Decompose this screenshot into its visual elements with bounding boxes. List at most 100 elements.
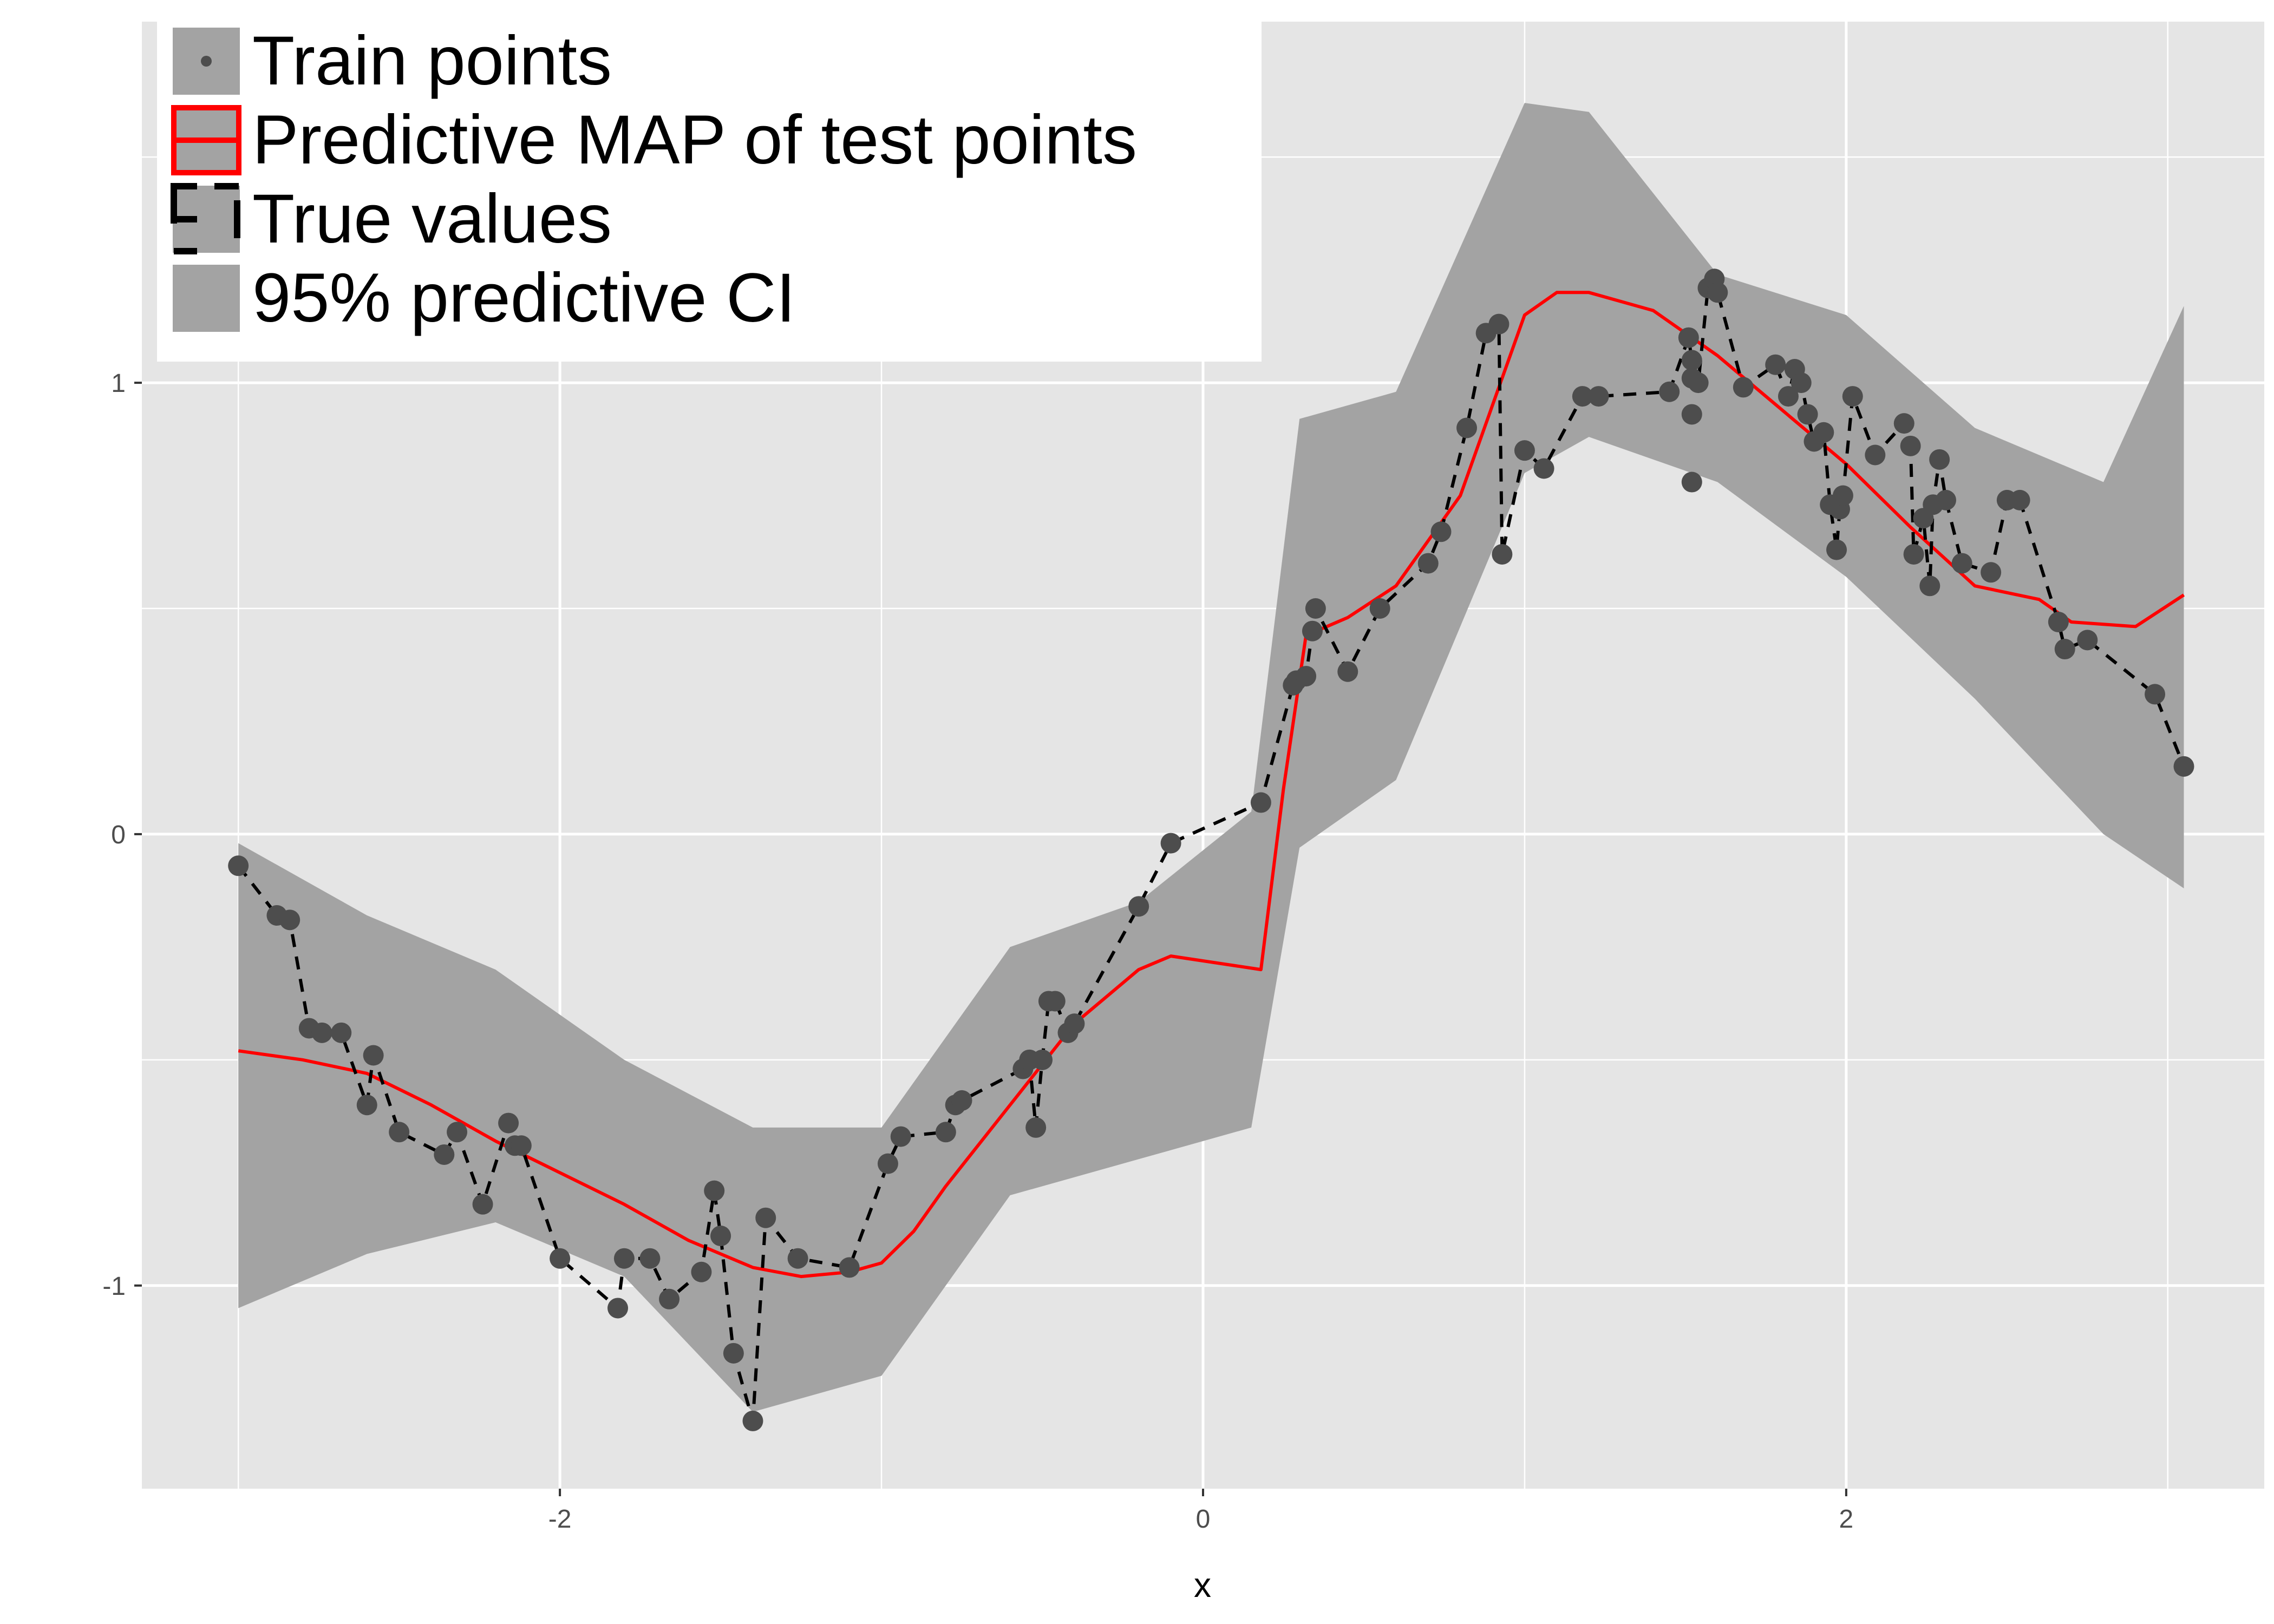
train-point [607, 1298, 629, 1319]
train-point [1765, 354, 1786, 375]
train-point [1678, 327, 1699, 348]
train-point [787, 1248, 808, 1269]
train-point [1791, 372, 1812, 394]
train-point [356, 1095, 377, 1116]
train-point [1842, 386, 1863, 407]
train-point [2054, 639, 2075, 660]
train-point [1492, 543, 1513, 565]
x-tick-label: 0 [1196, 1505, 1211, 1534]
train-point [1430, 521, 1452, 542]
point-key-icon [169, 24, 243, 98]
train-point [839, 1257, 860, 1278]
train-point [1417, 553, 1439, 574]
train-point [331, 1022, 352, 1043]
train-point [704, 1180, 725, 1201]
y-tick-label: 1 [111, 369, 126, 398]
legend-item: Train points [169, 22, 612, 100]
train-point [434, 1144, 455, 1165]
legend-label: True values [252, 180, 612, 258]
legend-label: Predictive MAP of test points [252, 101, 1137, 179]
train-point [1797, 404, 1818, 425]
train-point [1778, 386, 1799, 407]
train-point [877, 1153, 898, 1174]
y-tick-label: -1 [102, 1272, 126, 1301]
legend-label: 95% predictive CI [252, 259, 795, 337]
train-point [755, 1207, 776, 1228]
train-point [1659, 381, 1680, 402]
train-point [691, 1261, 712, 1282]
ribbon-key-icon [169, 261, 243, 335]
train-point [1296, 666, 1317, 687]
train-point [1302, 620, 1323, 641]
train-point [1681, 368, 1702, 389]
train-point [1951, 553, 1972, 574]
train-point [639, 1248, 661, 1269]
red-line-key-icon [169, 103, 243, 177]
train-point [1900, 435, 1921, 456]
train-point [1981, 562, 2002, 583]
legend-item: Predictive MAP of test points [169, 101, 1137, 179]
train-point [1707, 282, 1728, 303]
train-point [511, 1135, 532, 1156]
map-line [238, 291, 2185, 1279]
x-axis-title: x [1194, 1566, 1211, 1605]
train-point [311, 1022, 332, 1043]
train-points [228, 269, 2194, 1431]
train-point [2077, 630, 2098, 651]
ci-ribbon [238, 103, 2184, 1412]
train-point [1514, 440, 1535, 461]
train-point [1025, 1117, 1047, 1138]
train-point [1893, 413, 1914, 434]
train-point [498, 1112, 519, 1134]
train-point [1064, 1013, 1085, 1034]
train-point [935, 1122, 956, 1143]
train-point [1044, 991, 1066, 1012]
train-point [1369, 598, 1390, 619]
train-point [613, 1248, 635, 1269]
legend-item: True values [169, 180, 612, 258]
train-point [1681, 404, 1702, 425]
x-tick-label: 2 [1839, 1505, 1854, 1534]
train-point [1572, 386, 1593, 407]
train-point [710, 1226, 731, 1247]
train-point [2009, 489, 2030, 510]
axes: -2 0 2 -1 0 1 [102, 369, 1853, 1534]
train-point [1813, 422, 1834, 443]
train-point [228, 855, 249, 876]
y-tick-label: 0 [111, 821, 126, 849]
train-point [1936, 489, 1956, 510]
legend-item: 95% predictive CI [169, 259, 795, 337]
train-point [1733, 377, 1754, 398]
train-point [1865, 444, 1886, 466]
train-point [890, 1126, 911, 1147]
train-point [472, 1194, 493, 1215]
train-point [363, 1045, 384, 1066]
train-point [1533, 458, 1554, 479]
train-point [2048, 612, 2069, 633]
train-point [659, 1288, 680, 1309]
train-point [1305, 598, 1326, 619]
train-point [1250, 792, 1271, 813]
train-point [279, 909, 300, 931]
train-point [1681, 350, 1702, 371]
train-point [550, 1248, 571, 1269]
train-point [1588, 386, 1609, 407]
train-point [1929, 449, 1950, 470]
legend-background [157, 22, 1262, 362]
train-point [1128, 896, 1149, 917]
train-point [2173, 756, 2194, 777]
train-point [1903, 543, 1924, 565]
train-point [1832, 485, 1853, 506]
train-point [1337, 661, 1358, 682]
train-point [2145, 684, 2166, 705]
train-point [1826, 539, 1847, 560]
train-point [1456, 417, 1478, 438]
train-point [389, 1122, 410, 1143]
train-point [742, 1410, 763, 1431]
train-point [1032, 1049, 1053, 1070]
legend-label: Train points [252, 22, 612, 100]
train-point [1919, 575, 1940, 597]
train-point [1488, 313, 1510, 335]
